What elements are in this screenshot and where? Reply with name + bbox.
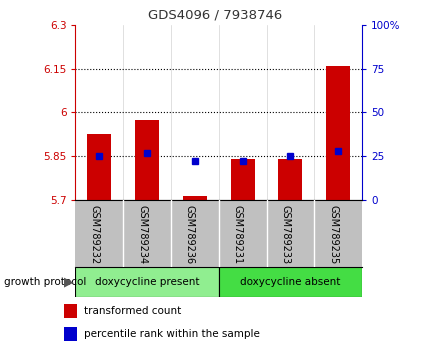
Bar bbox=[182, 196, 206, 200]
Bar bbox=[87, 134, 111, 200]
Text: percentile rank within the sample: percentile rank within the sample bbox=[83, 329, 259, 339]
Text: transformed count: transformed count bbox=[83, 306, 180, 316]
Text: GSM789232: GSM789232 bbox=[89, 205, 99, 265]
Text: GSM789231: GSM789231 bbox=[232, 205, 242, 264]
Bar bbox=[64, 304, 77, 318]
Text: doxycycline absent: doxycycline absent bbox=[240, 277, 340, 287]
Bar bbox=[230, 159, 254, 200]
Text: GSM789234: GSM789234 bbox=[137, 205, 147, 264]
Bar bbox=[75, 267, 218, 297]
Text: ▶: ▶ bbox=[64, 276, 74, 289]
Text: GSM789236: GSM789236 bbox=[184, 205, 194, 264]
Text: doxycycline present: doxycycline present bbox=[95, 277, 199, 287]
Bar bbox=[135, 120, 159, 200]
Bar bbox=[218, 267, 361, 297]
Bar bbox=[278, 159, 301, 200]
Text: GDS4096 / 7938746: GDS4096 / 7938746 bbox=[148, 9, 282, 22]
Text: growth protocol: growth protocol bbox=[4, 277, 86, 287]
Text: GSM789235: GSM789235 bbox=[327, 205, 338, 265]
Text: GSM789233: GSM789233 bbox=[280, 205, 290, 264]
Bar bbox=[64, 327, 77, 341]
Bar bbox=[326, 65, 349, 200]
